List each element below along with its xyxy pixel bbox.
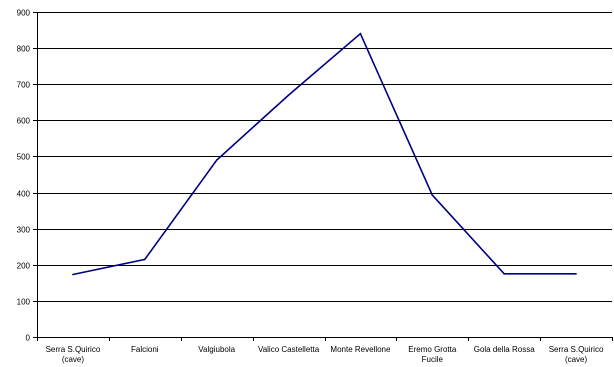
- data-point: [215, 159, 218, 161]
- x-tick-label-line: Valgiubola: [198, 345, 235, 354]
- data-point: [575, 273, 577, 275]
- x-tick-label-line: (cave): [565, 355, 588, 364]
- x-tick-label: Falcioni: [131, 345, 159, 354]
- x-tick-label: Serra S.Quirico (cave): [549, 345, 604, 364]
- axes: [33, 12, 613, 341]
- y-tick-label: 200: [17, 262, 31, 271]
- x-tick-label-line: Falcioni: [131, 345, 159, 354]
- y-tick-label: 900: [17, 9, 31, 18]
- y-tick-labels: 0 100 200 300 400 500 600 700 800 900: [17, 9, 31, 343]
- y-tick-label: 800: [17, 45, 31, 54]
- x-tick-label: Valgiubola: [198, 345, 235, 354]
- x-tick-label-line: Fucile: [422, 355, 444, 364]
- y-tick-label: 600: [17, 117, 31, 126]
- x-tick-label-line: Monte Revellone: [330, 345, 391, 354]
- x-tick-labels: Serra S.Quirico (cave)Falcioni Valgiubola V…: [46, 345, 604, 364]
- data-point: [72, 273, 74, 276]
- x-tick-label: Eremo Grotta Fucile: [408, 345, 457, 364]
- y-tick-label: 400: [17, 190, 31, 199]
- data-point: [287, 94, 290, 96]
- data-point: [359, 32, 362, 35]
- x-tick-label-line: Serra S.Quirico: [549, 345, 604, 354]
- y-tick-label: 0: [26, 334, 31, 343]
- y-tick-label: 500: [17, 153, 31, 162]
- x-tick-label: Monte Revellone: [330, 345, 391, 354]
- y-tick-label: 700: [17, 81, 31, 90]
- series-layer: [72, 32, 577, 276]
- y-tick-label: 300: [17, 226, 31, 235]
- data-point: [503, 273, 505, 275]
- x-tick-label-line: Valico Castelletta: [258, 345, 320, 354]
- x-tick-label: Serra S.Quirico (cave): [46, 345, 101, 364]
- x-tick-label: Gola della Rossa: [474, 345, 535, 354]
- x-tick-label-line: Eremo Grotta: [408, 345, 457, 354]
- data-point: [144, 258, 146, 261]
- series-line: [72, 32, 577, 276]
- y-tick-label: 100: [17, 298, 31, 307]
- data-point: [431, 194, 434, 196]
- gridlines: [37, 12, 612, 302]
- x-tick-label-line: Serra S.Quirico: [46, 345, 101, 354]
- x-tick-label-line: Gola della Rossa: [474, 345, 535, 354]
- x-tick-label-line: (cave): [62, 355, 85, 364]
- x-tick-label: Valico Castelletta: [258, 345, 320, 354]
